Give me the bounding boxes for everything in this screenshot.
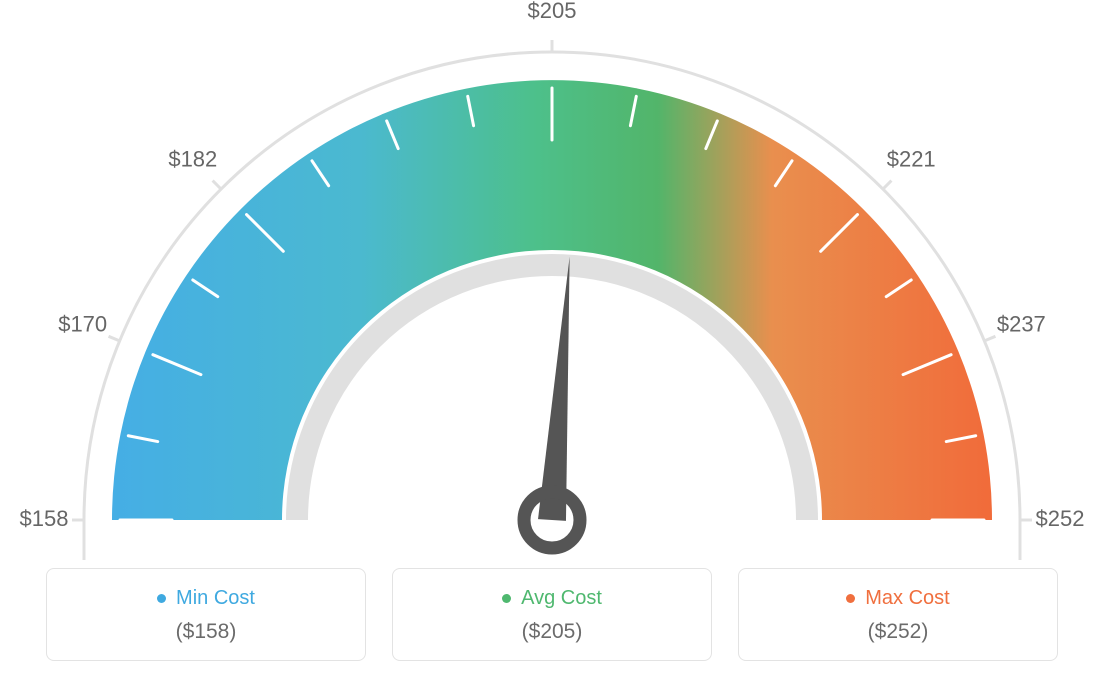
legend-card-min: Min Cost ($158) xyxy=(46,568,366,661)
legend-label-min: Min Cost xyxy=(176,587,255,610)
legend-card-max: Max Cost ($252) xyxy=(738,568,1058,661)
gauge-svg: $158 $170 $182 $205 $221 $237 $252 xyxy=(0,0,1104,560)
tick-label: $182 xyxy=(168,147,217,172)
legend-row: Min Cost ($158) Avg Cost ($205) Max Cost… xyxy=(0,568,1104,661)
tick-label: $237 xyxy=(997,311,1046,336)
legend-dot-avg xyxy=(502,594,511,603)
legend-value-avg: ($205) xyxy=(403,620,701,644)
legend-dot-min xyxy=(157,594,166,603)
legend-value-max: ($252) xyxy=(749,620,1047,644)
legend-label-max: Max Cost xyxy=(865,587,949,610)
cost-gauge: $158 $170 $182 $205 $221 $237 $252 xyxy=(0,0,1104,560)
legend-value-min: ($158) xyxy=(57,620,355,644)
gauge-needle xyxy=(538,257,570,521)
tick-label: $158 xyxy=(20,506,69,531)
tick-label: $252 xyxy=(1036,506,1085,531)
tick-label: $170 xyxy=(58,311,107,336)
tick-label: $205 xyxy=(528,0,577,23)
legend-dot-max xyxy=(846,594,855,603)
legend-label-avg: Avg Cost xyxy=(521,587,602,610)
tick-label: $221 xyxy=(887,147,936,172)
legend-card-avg: Avg Cost ($205) xyxy=(392,568,712,661)
